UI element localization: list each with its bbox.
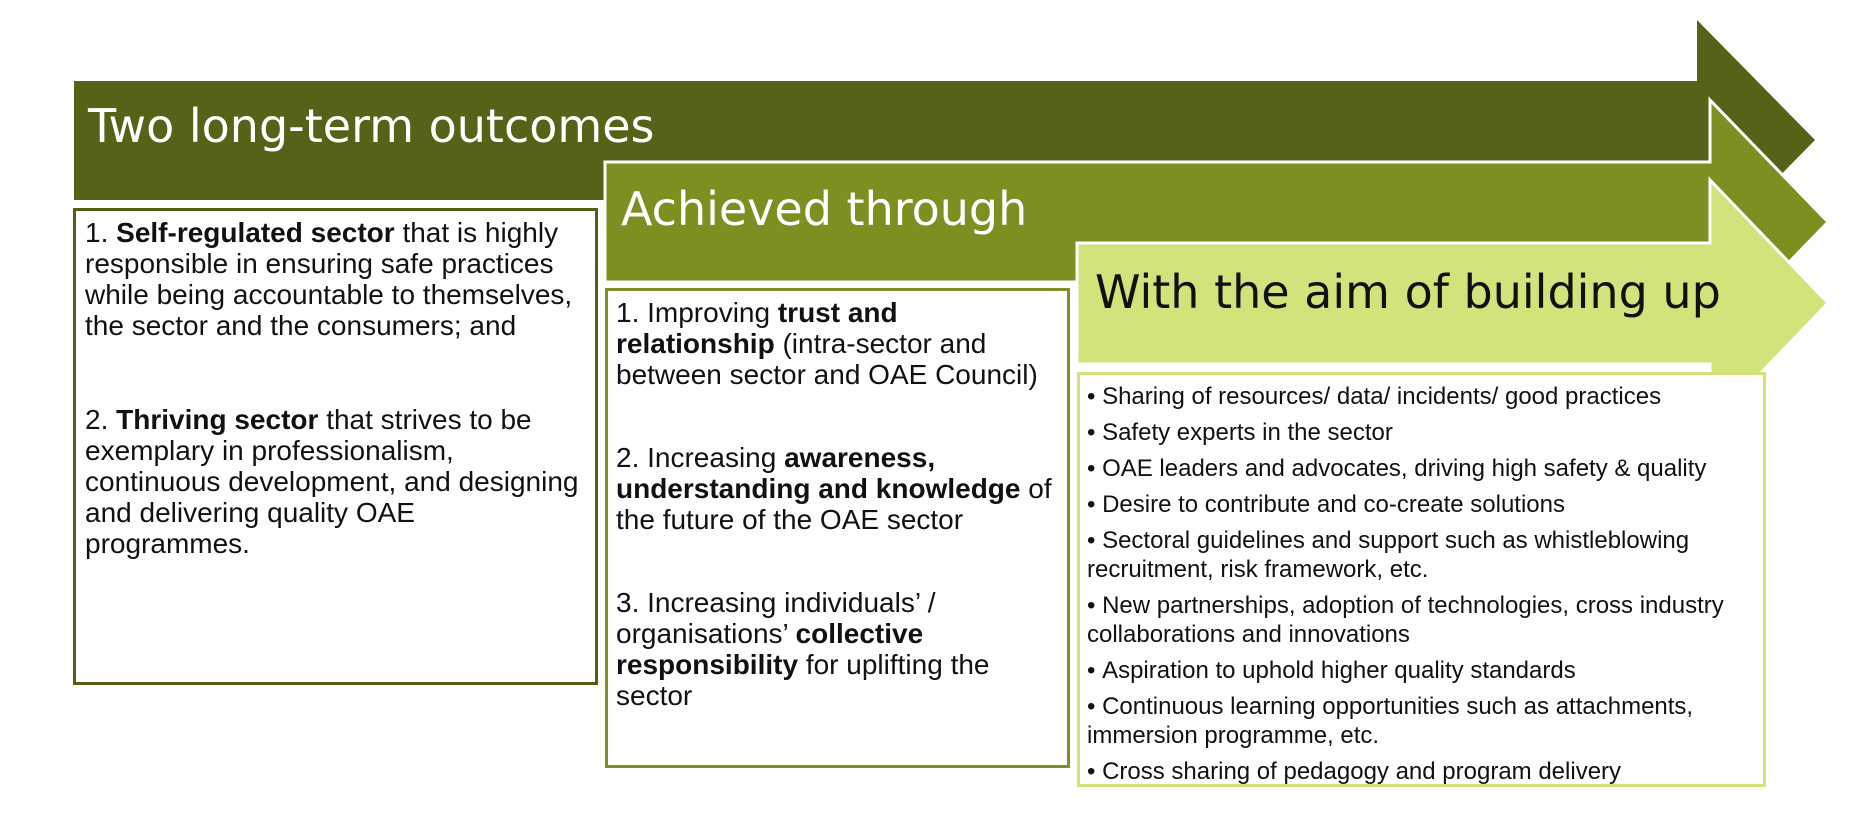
achieved-lead: 1. Improving bbox=[616, 297, 771, 328]
aim-arrow bbox=[1075, 176, 1831, 430]
achieved-focus: trust and relationship bbox=[616, 297, 898, 359]
outcome-item: 2. Thriving sector that strives to be ex… bbox=[85, 404, 587, 559]
aim-item: Sectoral guidelines and support such as … bbox=[1087, 526, 1755, 584]
aims-list: Sharing of resources/ data/ incidents/ g… bbox=[1087, 382, 1755, 786]
aim-item: Sharing of resources/ data/ incidents/ g… bbox=[1087, 382, 1755, 411]
outcome-title: Thriving sector bbox=[116, 404, 319, 435]
outcome-description: that is highly responsible in ensuring s… bbox=[85, 217, 573, 341]
aim-heading: With the aim of building up bbox=[1095, 265, 1721, 319]
outcomes-box: 1. Self-regulated sector that is highly … bbox=[73, 208, 598, 685]
achieved-focus: awareness, understanding and knowledge bbox=[616, 442, 1021, 504]
outcome-title: Self-regulated sector bbox=[116, 217, 395, 248]
achieved-detail: (intra-sector and between sector and OAE… bbox=[616, 328, 1038, 390]
achieved-heading: Achieved through bbox=[621, 182, 1028, 236]
aim-item: OAE leaders and advocates, driving high … bbox=[1087, 454, 1755, 483]
achieved-item: 1. Improving trust and relationship (int… bbox=[616, 297, 1059, 390]
aims-box: Sharing of resources/ data/ incidents/ g… bbox=[1077, 372, 1766, 787]
outcome-number: 2. bbox=[85, 404, 109, 435]
outcomes-heading: Two long-term outcomes bbox=[88, 99, 655, 153]
achieved-detail: of the future of the OAE sector bbox=[616, 473, 1052, 535]
achieved-item: 3. Increasing individuals’ / organisatio… bbox=[616, 587, 1059, 711]
aim-item: Safety experts in the sector bbox=[1087, 418, 1755, 447]
achieved-item: 2. Increasing awareness, understanding a… bbox=[616, 442, 1059, 535]
outcome-item: 1. Self-regulated sector that is highly … bbox=[85, 217, 587, 341]
aim-item: Cross sharing of pedagogy and program de… bbox=[1087, 757, 1755, 786]
aim-item: New partnerships, adoption of technologi… bbox=[1087, 591, 1755, 649]
outcome-number: 1. bbox=[85, 217, 109, 248]
aim-item: Continuous learning opportunities such a… bbox=[1087, 692, 1755, 750]
achieved-lead: 3. Increasing individuals’ / organisatio… bbox=[616, 587, 936, 649]
achieved-through-box: 1. Improving trust and relationship (int… bbox=[605, 288, 1070, 768]
outcome-description: that strives to be exemplary in professi… bbox=[85, 404, 579, 559]
achieved-focus: collective responsibility bbox=[616, 618, 924, 680]
achieved-detail: for uplifting the sector bbox=[616, 649, 990, 711]
achieved-lead: 2. Increasing bbox=[616, 442, 777, 473]
aim-item: Desire to contribute and co-create solut… bbox=[1087, 490, 1755, 519]
aim-item: Aspiration to uphold higher quality stan… bbox=[1087, 656, 1755, 685]
